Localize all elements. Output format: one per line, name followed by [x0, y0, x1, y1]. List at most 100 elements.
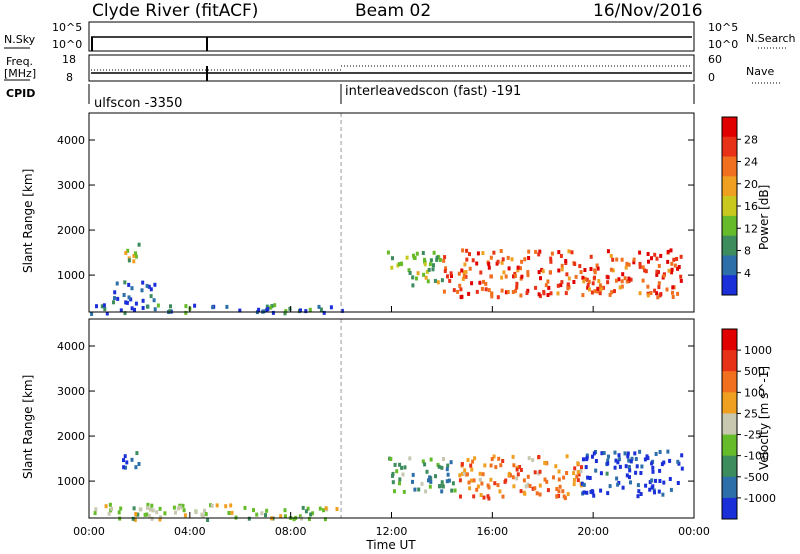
- velocity-cell: [576, 470, 580, 475]
- power-cell: [444, 266, 448, 271]
- power-cell: [556, 283, 560, 288]
- power-cell: [537, 252, 541, 257]
- power-cell: [442, 289, 446, 294]
- velocity-panel-frame: [88, 318, 695, 519]
- power-cell: [527, 256, 531, 260]
- velocity-cell: [441, 484, 445, 489]
- velocity-cell: [606, 461, 610, 466]
- power-cell: [478, 280, 482, 285]
- velocity-cell: [627, 458, 631, 463]
- power-cell: [507, 266, 511, 271]
- power-colorbar-tick-label: 4: [744, 267, 751, 280]
- velocity-cell: [625, 473, 629, 478]
- velocity-cell: [398, 481, 401, 486]
- velocity-cell: [591, 454, 594, 459]
- power-cell: [672, 257, 676, 262]
- velocity-cell: [528, 484, 532, 488]
- power-cell: [412, 255, 416, 260]
- velocity-cell: [654, 478, 657, 483]
- velocity-cell: [501, 494, 505, 499]
- velocity-cell: [555, 487, 559, 491]
- velocity-cell: [650, 478, 654, 483]
- velocity-colorbar-tick-label: 100: [744, 386, 765, 399]
- velocity-cell: [395, 469, 399, 474]
- velocity-cell: [134, 511, 138, 516]
- velocity-cell: [515, 476, 519, 481]
- nsky-label: N.Sky: [4, 33, 36, 46]
- velocity-cell: [146, 502, 150, 507]
- power-cell: [450, 274, 453, 278]
- velocity-cell: [135, 451, 139, 456]
- power-cell: [124, 300, 128, 305]
- power-cell: [593, 275, 596, 280]
- power-cell: [134, 251, 137, 256]
- velocity-cell: [493, 481, 497, 486]
- power-cell: [438, 258, 442, 262]
- power-cell: [617, 277, 621, 282]
- power-cell: [415, 276, 418, 281]
- power-cell: [319, 307, 323, 312]
- power-cell: [638, 250, 642, 255]
- power-cell: [679, 254, 683, 259]
- velocity-cell: [613, 450, 617, 455]
- power-cell: [598, 291, 602, 296]
- freq-left-tick-top: 18: [62, 53, 76, 66]
- power-cell: [578, 264, 582, 269]
- power-cell: [589, 254, 593, 259]
- velocity-cell: [252, 508, 255, 513]
- velocity-cell: [158, 517, 162, 522]
- power-cell: [168, 309, 172, 314]
- power-cell: [432, 263, 435, 268]
- velocity-cell: [176, 506, 180, 511]
- power-cell: [598, 283, 602, 288]
- velocity-cell: [411, 472, 415, 477]
- velocity-cell: [204, 512, 208, 517]
- velocity-cell: [575, 474, 579, 479]
- power-cell: [113, 290, 117, 295]
- velocity-cell: [618, 464, 622, 469]
- power-cell: [657, 281, 661, 286]
- power-cell: [506, 255, 510, 260]
- velocity-cell: [450, 488, 454, 493]
- velocity-cell: [543, 477, 547, 482]
- x-tick-label: 00:00: [678, 525, 710, 538]
- x-axis-label: Time UT: [365, 538, 416, 552]
- power-cell: [595, 263, 599, 268]
- power-cell: [481, 251, 485, 256]
- power-cell: [546, 279, 550, 284]
- power-cell: [284, 309, 288, 314]
- velocity-cell: [496, 483, 500, 488]
- velocity-colorbar-tick-label: 25: [744, 407, 758, 420]
- power-cell: [304, 309, 308, 314]
- velocity-cell: [527, 456, 531, 461]
- power-colorbar-swatch: [722, 136, 737, 158]
- beam-title: Beam 02: [355, 1, 432, 21]
- power-cell: [650, 256, 653, 261]
- power-cell: [597, 279, 601, 284]
- velocity-cell: [511, 454, 515, 459]
- velocity-cell: [301, 505, 305, 510]
- velocity-cell: [472, 478, 476, 483]
- velocity-cell: [614, 458, 618, 463]
- power-cell: [411, 275, 415, 280]
- velocity-cell: [481, 472, 485, 477]
- noise-left-tick-top: 10^5: [52, 21, 82, 34]
- x-tick-label: 08:00: [275, 525, 307, 538]
- power-cell: [624, 265, 628, 270]
- power-cell: [147, 284, 151, 289]
- velocity-cell: [421, 459, 425, 464]
- power-cell: [559, 254, 563, 258]
- velocity-cell: [607, 454, 610, 459]
- velocity-cell: [139, 507, 143, 512]
- power-cell: [238, 308, 242, 313]
- power-cell: [599, 287, 603, 292]
- velocity-cell: [132, 506, 136, 511]
- velocity-cell: [636, 494, 640, 499]
- power-cell: [273, 303, 277, 308]
- power-cell: [461, 248, 465, 253]
- power-cell: [262, 309, 266, 314]
- velocity-cell: [516, 472, 520, 477]
- velocity-cell: [459, 494, 462, 499]
- velocity-cell: [429, 479, 433, 484]
- velocity-cell: [544, 461, 548, 466]
